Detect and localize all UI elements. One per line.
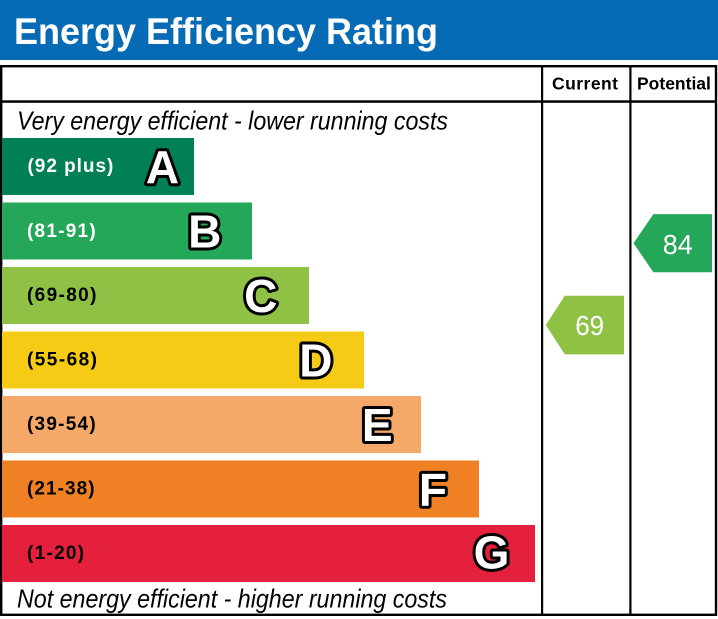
svg-text:84: 84 <box>663 229 693 260</box>
svg-text:F: F <box>419 463 447 515</box>
svg-text:Energy Efficiency Rating: Energy Efficiency Rating <box>14 11 438 52</box>
svg-text:(1-20): (1-20) <box>27 543 84 564</box>
svg-text:(92 plus): (92 plus) <box>28 156 114 177</box>
svg-text:B: B <box>188 206 221 258</box>
svg-text:(69-80): (69-80) <box>27 285 96 306</box>
svg-text:E: E <box>362 399 393 451</box>
svg-text:Not energy efficient - higher: Not energy efficient - higher running co… <box>17 584 447 614</box>
svg-text:A: A <box>146 141 179 193</box>
svg-text:69: 69 <box>575 310 604 341</box>
svg-text:Current: Current <box>552 74 618 94</box>
svg-text:Very energy efficient - lower: Very energy efficient - lower running co… <box>17 105 448 135</box>
svg-text:(81-91): (81-91) <box>27 221 96 242</box>
svg-text:D: D <box>299 334 332 386</box>
svg-text:Potential: Potential <box>637 74 711 94</box>
svg-text:(55-68): (55-68) <box>27 350 97 371</box>
svg-text:(39-54): (39-54) <box>27 414 96 435</box>
svg-text:C: C <box>244 270 277 322</box>
svg-text:(21-38): (21-38) <box>27 479 95 500</box>
svg-text:G: G <box>474 526 510 578</box>
